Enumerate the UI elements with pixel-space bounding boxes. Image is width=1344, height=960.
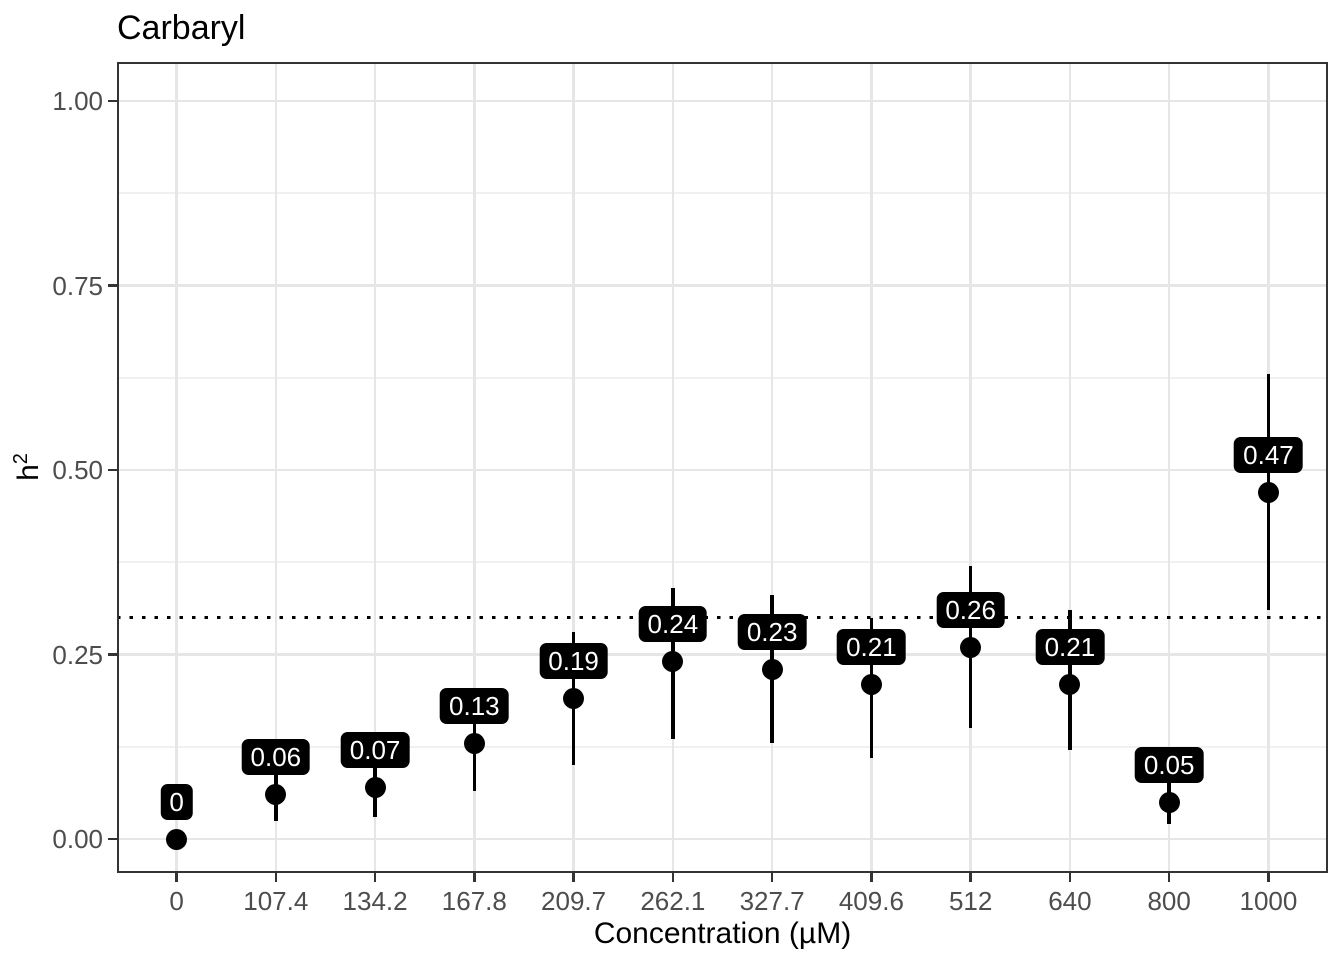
grid-minor-y [117, 745, 1328, 748]
point-label: 0.05 [1134, 746, 1204, 783]
point-label: 0.06 [241, 739, 311, 776]
grid-major-x [473, 62, 476, 873]
x-tick [969, 873, 972, 882]
grid-major-x [671, 62, 675, 873]
data-point [1158, 791, 1180, 813]
data-point [1059, 673, 1081, 695]
x-tick [274, 873, 278, 882]
x-axis-title: Concentration (µM) [593, 917, 852, 950]
x-tick [870, 873, 873, 882]
data-point [1257, 481, 1279, 503]
x-tick [373, 873, 377, 882]
grid-major-x [274, 62, 278, 873]
y-axis-title: h2 [10, 453, 46, 481]
x-tick [1167, 873, 1171, 882]
y-axis-title-exponent: 2 [10, 453, 32, 465]
x-tick-label: 512 [948, 886, 993, 916]
x-tick-label: 800 [1147, 886, 1191, 916]
x-tick-label: 134.2 [342, 886, 408, 916]
y-tick [108, 284, 117, 287]
grid-minor-y [117, 561, 1328, 564]
grid-major-x [1068, 62, 1072, 873]
point-label: 0.47 [1234, 436, 1303, 473]
y-tick-label: 0.75 [52, 270, 103, 301]
grid-major-x [572, 62, 575, 873]
x-tick-label: 167.8 [441, 886, 507, 916]
grid-major-x [373, 62, 377, 873]
data-point [563, 688, 585, 710]
x-tick [175, 873, 178, 882]
threshold-line [117, 615, 1328, 620]
y-tick-label: 0.25 [52, 639, 103, 670]
grid-major-y [117, 837, 1328, 841]
point-label: 0.07 [340, 731, 410, 768]
y-tick [108, 99, 117, 103]
x-tick [1267, 873, 1270, 882]
data-point [860, 673, 882, 695]
grid-major-y [117, 99, 1328, 103]
data-point [265, 784, 287, 806]
y-axis-title-base: h [12, 464, 45, 481]
point-label: 0.13 [440, 687, 509, 724]
x-tick [671, 873, 675, 882]
x-tick-label: 209.7 [541, 886, 607, 916]
x-tick-label: 409.6 [838, 886, 904, 916]
x-tick-label: 107.4 [243, 886, 309, 916]
data-point [364, 776, 386, 798]
grid-major-x [969, 62, 972, 873]
x-tick-label: 0 [169, 886, 184, 916]
x-tick [770, 873, 774, 882]
point-label: 0.21 [837, 628, 906, 665]
data-point [662, 651, 684, 673]
y-tick-label: 0.00 [52, 824, 103, 854]
point-label: 0.24 [638, 606, 708, 643]
x-tick-label: 327.7 [739, 886, 805, 916]
point-label: 0.23 [737, 613, 807, 650]
point-label: 0.21 [1035, 628, 1105, 665]
y-tick [108, 468, 117, 472]
y-tick [108, 653, 117, 656]
grid-major-x [770, 62, 774, 873]
point-label: 0.26 [936, 591, 1005, 628]
y-tick [108, 837, 117, 841]
x-tick [572, 873, 575, 882]
x-tick [473, 873, 476, 882]
grid-major-x [175, 62, 178, 873]
y-tick-label: 1.00 [52, 86, 103, 116]
data-point [463, 732, 485, 754]
x-tick-label: 1000 [1239, 886, 1298, 916]
grid-minor-y [117, 376, 1328, 379]
y-tick-label: 0.50 [52, 455, 103, 485]
data-point [960, 636, 982, 658]
grid-major-x [1167, 62, 1171, 873]
x-tick-label: 640 [1048, 886, 1092, 916]
grid-minor-y [117, 192, 1328, 195]
x-tick-label: 262.1 [640, 886, 706, 916]
grid-major-y [117, 468, 1328, 472]
x-tick [1068, 873, 1072, 882]
point-label: 0.19 [539, 643, 608, 680]
data-point [166, 828, 188, 850]
point-label: 0 [160, 783, 193, 820]
chart-title: Carbaryl [117, 9, 246, 47]
grid-major-y [117, 284, 1328, 287]
data-point [761, 658, 783, 680]
grid-major-y [117, 653, 1328, 656]
grid-major-x [870, 62, 873, 873]
plot-panel: 0 0.06 0.07 0.13 0.19 0.24 0.23 0.21 0.26 0.21 0.0… [117, 62, 1328, 873]
